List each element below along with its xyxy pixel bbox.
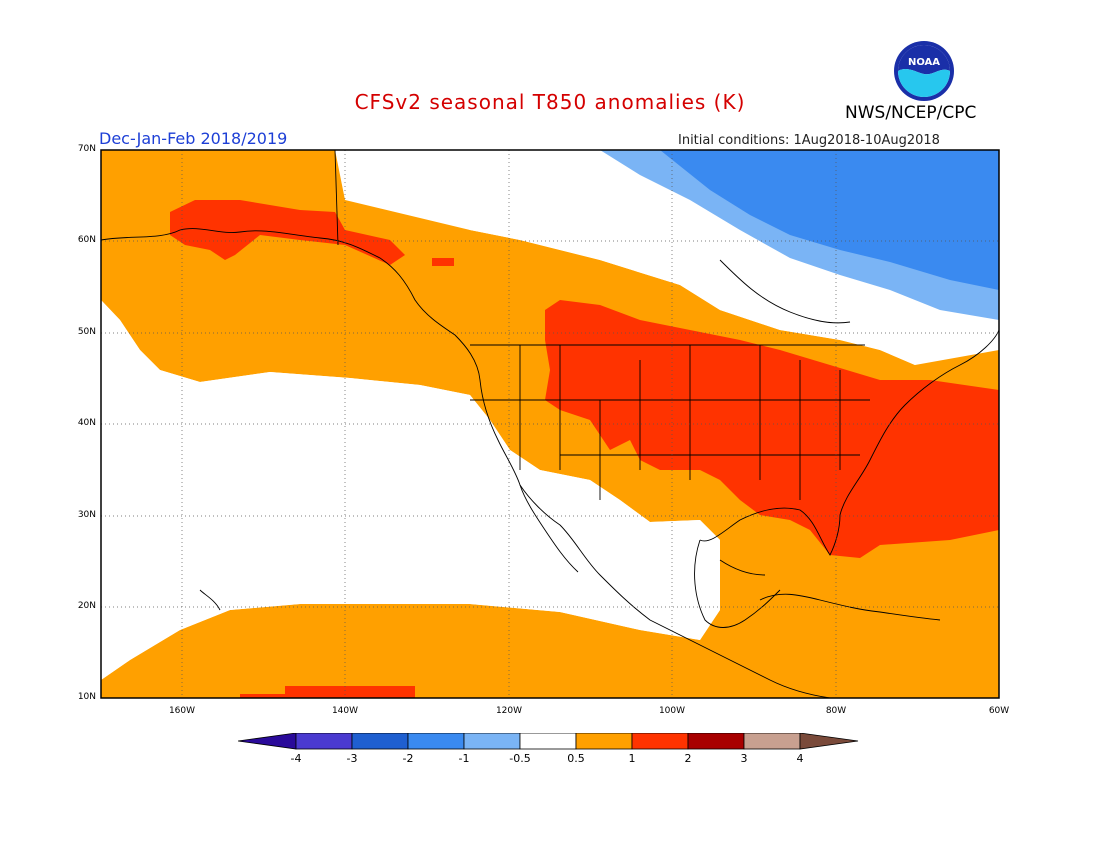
- colorbar-label-minus-4: -4: [290, 752, 302, 765]
- lat-label-30n: 30N: [77, 510, 96, 520]
- map-title: CFSv2 seasonal T850 anomalies (K): [354, 90, 746, 114]
- noaa-logo-text: NOAA: [908, 57, 940, 68]
- agency-label: NWS/NCEP/CPC: [845, 103, 977, 123]
- colorbar-label-0-5: 0.5: [567, 752, 585, 765]
- colorbar-label-minus-2: -2: [402, 752, 414, 765]
- colorbar-label-minus-0-5: -0.5: [509, 752, 531, 765]
- initial-conditions-label: Initial conditions: 1Aug2018-10Aug2018: [678, 133, 940, 148]
- lat-label-70n: 70N: [77, 144, 96, 154]
- lat-label-50n: 50N: [77, 327, 96, 337]
- lon-label-100w: 100W: [658, 706, 686, 716]
- season-label: Dec-Jan-Feb 2018/2019: [99, 129, 288, 148]
- anomaly-region-above-1: [170, 200, 999, 698]
- colorbar-label-minus-3: -3: [346, 752, 358, 765]
- anomaly-region-neutral: [101, 150, 930, 680]
- colorbar-label-3: 3: [740, 752, 748, 765]
- lon-label-160w: 160W: [168, 706, 196, 716]
- lat-label-20n: 20N: [77, 601, 96, 611]
- anomaly-region-below-minus-1: [660, 150, 999, 290]
- lat-label-40n: 40N: [77, 418, 96, 428]
- graticule: [101, 150, 999, 698]
- lat-label-10n: 10N: [77, 692, 96, 702]
- lon-label-120w: 120W: [495, 706, 523, 716]
- coastlines: [100, 149, 1000, 699]
- lon-label-60w: 60W: [988, 706, 1010, 716]
- map-frame: [100, 149, 1000, 699]
- colorbar-label-1: 1: [628, 752, 636, 765]
- lat-label-60n: 60N: [77, 235, 96, 245]
- noaa-logo: NOAA: [894, 41, 954, 101]
- lon-label-80w: 80W: [825, 706, 847, 716]
- colorbar-label-2: 2: [684, 752, 692, 765]
- colorbar: [238, 733, 859, 750]
- colorbar-label-4: 4: [796, 752, 804, 765]
- lon-label-140w: 140W: [331, 706, 359, 716]
- colorbar-label-minus-1: -1: [458, 752, 470, 765]
